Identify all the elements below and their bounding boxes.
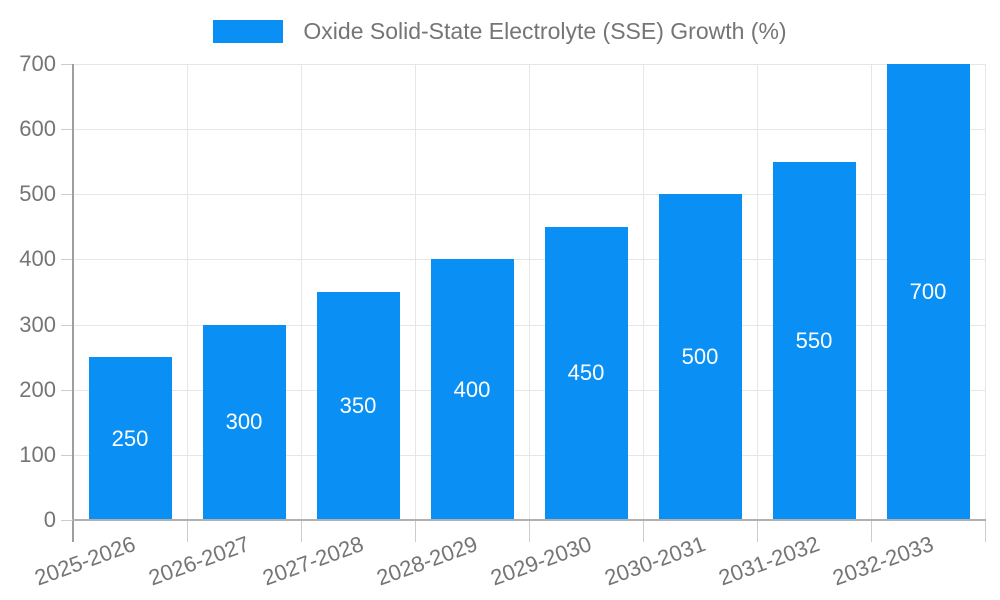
bar [316, 292, 400, 520]
x-gridline [529, 64, 530, 520]
y-axis-tick [61, 324, 73, 326]
x-axis-tick-label: 2026-2027 [145, 531, 253, 591]
x-gridline [985, 64, 986, 520]
legend-label: Oxide Solid-State Electrolyte (SSE) Grow… [303, 18, 787, 44]
x-gridline [301, 64, 302, 520]
x-axis-tick-label: 2029-2030 [487, 531, 595, 591]
x-gridline [415, 64, 416, 520]
bar [430, 259, 514, 520]
bar [658, 194, 742, 520]
x-axis-tick [187, 520, 188, 542]
legend[interactable]: Oxide Solid-State Electrolyte (SSE) Grow… [0, 17, 1000, 45]
bar-value-label: 700 [909, 279, 947, 304]
x-axis-tick-label: 2025-2026 [31, 531, 139, 591]
y-axis-tick-label: 600 [19, 116, 56, 142]
y-axis-line [72, 64, 74, 542]
y-axis-tick [61, 129, 73, 131]
bar [886, 64, 970, 520]
y-axis-tick [61, 194, 73, 196]
x-gridline [187, 64, 188, 520]
bar-value-label: 450 [567, 360, 605, 386]
bar-value-label: 400 [453, 376, 491, 402]
bar-value-label: 350 [339, 393, 377, 418]
x-axis-tick [985, 520, 986, 542]
bar-value-label: 500 [681, 344, 719, 370]
y-axis-tick-label: 300 [19, 311, 56, 337]
y-axis-tick [61, 389, 73, 391]
legend-swatch-icon [213, 19, 284, 43]
x-axis-tick [415, 520, 416, 542]
bar-value-label: 300 [225, 409, 263, 435]
x-axis-tick [643, 520, 644, 542]
x-axis-tick-label: 2031-2032 [715, 531, 823, 591]
y-axis-tick-label: 100 [19, 441, 56, 467]
y-axis-tick-label: 700 [19, 51, 56, 76]
y-axis-tick [61, 64, 73, 65]
x-gridline [757, 64, 758, 520]
bar [544, 226, 628, 520]
x-axis-tick-label: 2028-2029 [373, 531, 481, 591]
bar [772, 161, 856, 520]
x-axis-tick [871, 520, 872, 542]
y-axis-tick-label: 500 [19, 181, 56, 207]
x-axis-tick-label: 2032-2033 [829, 531, 937, 591]
x-axis-tick [301, 520, 302, 542]
bar-value-label: 550 [795, 327, 833, 353]
x-axis-tick [529, 520, 530, 542]
y-axis-tick-label: 0 [43, 507, 56, 532]
y-axis-tick [61, 259, 73, 261]
y-axis-tick [61, 454, 73, 456]
x-gridline [643, 64, 644, 520]
x-gridline [871, 64, 872, 520]
bar-value-label: 250 [111, 425, 149, 451]
x-axis-tick-label: 2027-2028 [259, 531, 367, 591]
y-axis-tick [61, 520, 73, 521]
x-axis-tick [757, 520, 758, 542]
x-axis-line [72, 519, 986, 521]
bar [202, 324, 286, 520]
y-axis-tick-label: 400 [19, 246, 56, 272]
y-axis-tick-label: 200 [19, 376, 56, 402]
x-axis-tick-label: 2030-2031 [601, 531, 709, 591]
bar [88, 357, 172, 520]
